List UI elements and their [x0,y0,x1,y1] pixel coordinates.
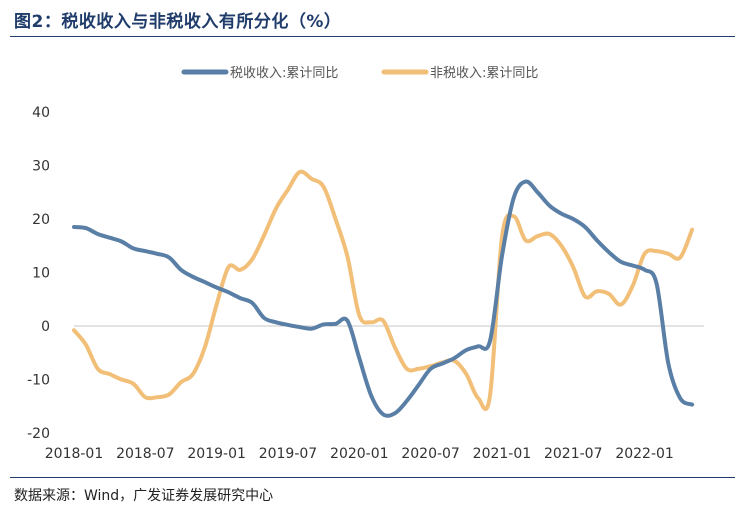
y-tick-label: 10 [32,266,50,282]
x-tick-label: 2022-01 [615,446,674,462]
title-divider [10,36,735,37]
x-tick-label: 2018-07 [116,446,175,462]
source-note: 数据来源：Wind，广发证券发展研究中心 [14,488,274,504]
y-tick-label: 40 [32,105,50,121]
x-tick-label: 2021-07 [544,446,603,462]
series-layer [72,169,695,418]
y-tick-label: -20 [27,426,50,442]
source-divider [10,477,735,478]
x-tick-label: 2020-07 [401,446,460,462]
legend-label: 税收收入:累计同比 [230,66,338,81]
series-line-tax-revenue [72,179,695,418]
x-tick-label: 2018-01 [45,446,104,462]
y-tick-label: 0 [41,319,50,335]
y-tick-label: 20 [32,212,50,228]
y-tick-label: 30 [32,159,50,175]
chart-legend: 税收收入:累计同比 非税收入:累计同比 [181,66,538,81]
x-tick-label: 2020-01 [330,446,389,462]
legend-label: 非税收入:累计同比 [430,66,538,81]
series-line-non-tax-revenue [72,169,695,412]
y-axis: 40 30 20 10 0 -10 -20 [27,105,704,442]
y-tick-label: -10 [27,373,50,389]
x-tick-label: 2019-07 [259,446,318,462]
x-tick-label: 2019-01 [187,446,246,462]
x-axis: 2018-01 2018-07 2019-01 2019-07 2020-01 2020-… [45,446,674,462]
x-tick-label: 2021-01 [473,446,532,462]
figure-title: 图2：税收收入与非税收入有所分化（%） [14,12,342,32]
